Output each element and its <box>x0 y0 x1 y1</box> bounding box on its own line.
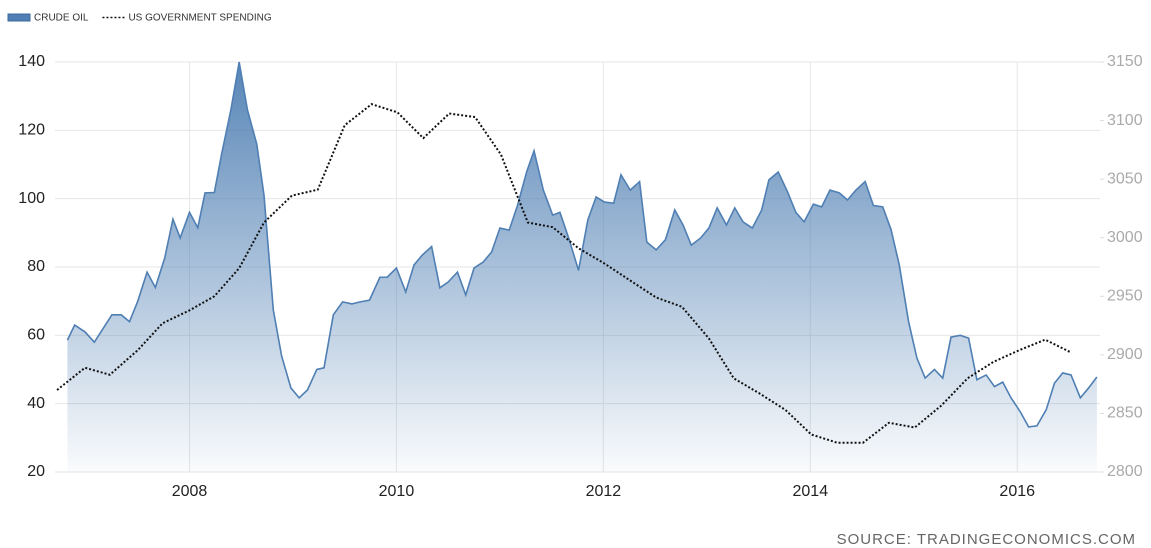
legend-label: CRUDE OIL <box>34 13 89 24</box>
area <box>67 62 1097 472</box>
x-tick-label: 2010 <box>379 483 415 500</box>
legend-swatch <box>7 13 31 22</box>
y2-tick-label: 3050 <box>1107 170 1143 187</box>
y2-tick-label: 2850 <box>1107 405 1143 422</box>
y-tick-label: 60 <box>27 327 45 344</box>
y-tick-label: 100 <box>18 190 45 207</box>
y2-tick-label: 2900 <box>1107 346 1143 363</box>
y2-tick-label: 3000 <box>1107 229 1143 246</box>
y-tick-label: 80 <box>27 258 45 275</box>
x-tick-label: 2016 <box>999 483 1035 500</box>
y2-tick-label: 2950 <box>1107 288 1143 305</box>
y-tick-label: 120 <box>18 122 45 139</box>
source: SOURCE: TRADINGECONOMICS.COM <box>837 531 1136 548</box>
area-line <box>66 61 1098 428</box>
y2-tick-label: 3100 <box>1107 112 1143 129</box>
x-tick-label: 2008 <box>172 483 208 500</box>
line <box>56 103 1072 444</box>
x-tick-label: 2014 <box>793 483 829 500</box>
y2-tick-label: 3150 <box>1107 53 1143 70</box>
y-tick-label: 20 <box>27 463 45 480</box>
y-tick-label: 40 <box>27 395 45 412</box>
legend-label: US GOVERNMENT SPENDING <box>128 13 271 24</box>
y-tick-label: 140 <box>18 53 45 70</box>
y2-tick-label: 2800 <box>1107 463 1143 480</box>
x-tick-label: 2012 <box>586 483 622 500</box>
